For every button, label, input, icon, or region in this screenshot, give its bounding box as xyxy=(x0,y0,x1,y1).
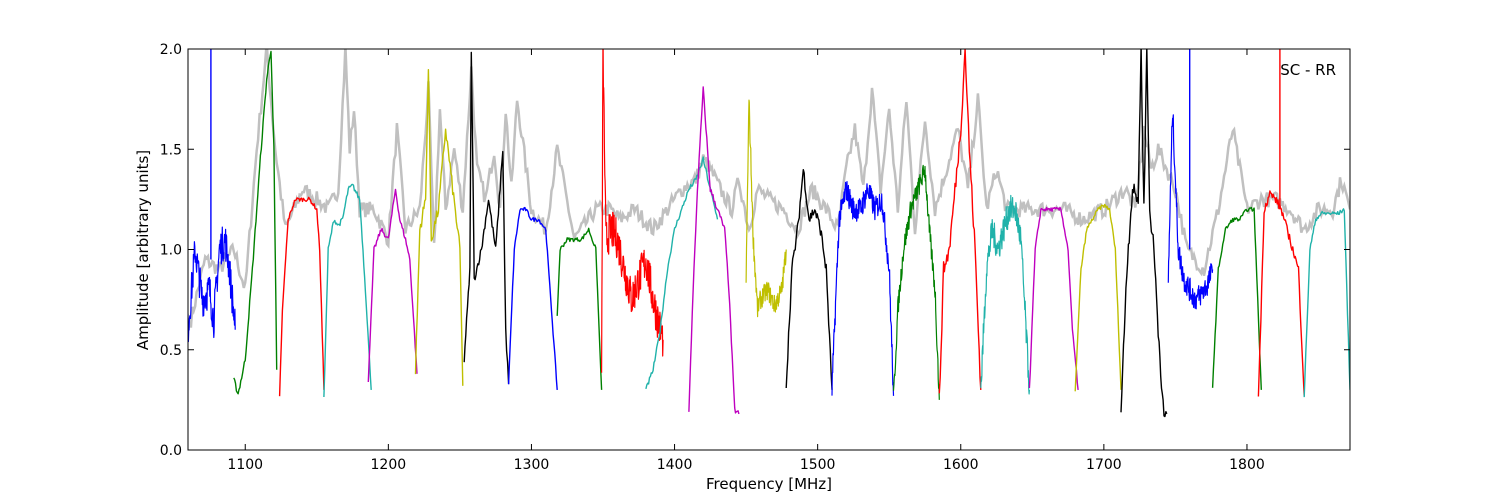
y-tick-label-3: 1.5 xyxy=(160,142,182,158)
series-segment-0 xyxy=(188,226,236,343)
series-segment-7 xyxy=(463,51,510,384)
series-segment-16 xyxy=(892,164,940,400)
series-segment-15 xyxy=(831,181,895,396)
x-tick-label-1300: 1300 xyxy=(514,457,550,473)
series-segment-14 xyxy=(785,169,833,390)
series-segment-8 xyxy=(507,206,558,390)
x-tick-label-1200: 1200 xyxy=(371,457,407,473)
y-tick-label-1: 0.5 xyxy=(160,343,182,359)
series-segment-5 xyxy=(367,188,418,383)
series-segment-20 xyxy=(1074,203,1122,392)
series-segment-25 xyxy=(1257,190,1305,397)
series-segment-22 xyxy=(1167,114,1214,310)
series-segment-27 xyxy=(1303,208,1350,398)
series-layer xyxy=(188,49,1350,418)
x-tick-label-1800: 1800 xyxy=(1229,457,1265,473)
background-trace xyxy=(189,49,1350,328)
series-segment-19 xyxy=(1028,206,1079,390)
series-segment-10 xyxy=(601,49,664,373)
y-tick-label-2: 1.0 xyxy=(160,243,182,259)
series-segment-2 xyxy=(233,50,278,395)
series-segment-21 xyxy=(1120,49,1168,418)
series-segment-24 xyxy=(1211,206,1262,390)
series-segment-3 xyxy=(278,196,325,397)
series-segment-12 xyxy=(688,86,740,415)
series-segment-13 xyxy=(745,99,787,318)
annotation-label: SC - RR xyxy=(1280,61,1336,79)
x-tick-label-1100: 1100 xyxy=(227,457,263,473)
y-axis-label: Amplitude [arbitrary units] xyxy=(134,150,152,350)
axis-ticks: 1100 1200 1300 1400 1500 1600 1700 1800 0.0 0.5 1.… xyxy=(160,42,1350,473)
series-segment-9 xyxy=(556,227,603,390)
y-tick-label-4: 2.0 xyxy=(160,42,182,58)
x-axis-label: Frequency [MHz] xyxy=(706,475,832,493)
series-segment-4 xyxy=(323,183,372,398)
x-tick-label-1500: 1500 xyxy=(800,457,836,473)
x-tick-label-1700: 1700 xyxy=(1086,457,1122,473)
series-segment-17 xyxy=(938,49,982,394)
series-segment-11 xyxy=(645,156,719,390)
y-tick-label-0: 0.0 xyxy=(160,443,182,459)
series-segment-6 xyxy=(414,69,464,386)
x-tick-label-1600: 1600 xyxy=(943,457,979,473)
series-segment-18 xyxy=(980,194,1030,395)
plot-area xyxy=(188,49,1350,418)
x-tick-label-1400: 1400 xyxy=(657,457,693,473)
background-trace-layer xyxy=(189,49,1350,328)
